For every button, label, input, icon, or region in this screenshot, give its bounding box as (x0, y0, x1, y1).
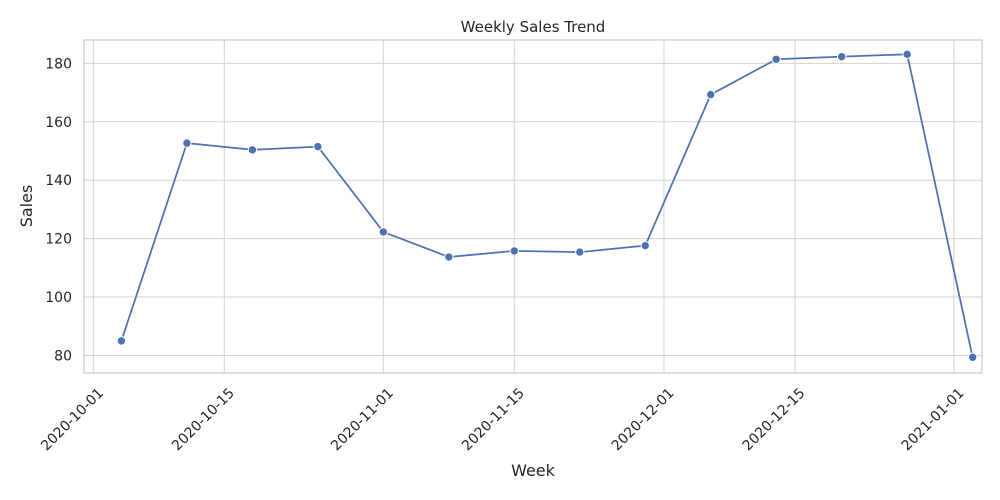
data-point (444, 252, 454, 262)
plot-frame (83, 39, 983, 374)
data-point (706, 89, 716, 100)
y-tick-label: 180 (45, 56, 72, 72)
y-tick-label: 160 (45, 115, 72, 131)
data-point (575, 247, 585, 257)
sales-series (116, 49, 978, 362)
data-point (116, 336, 127, 346)
data-point (509, 246, 519, 256)
x-tick-label: 2021-01-01 (899, 385, 968, 454)
x-tick-labels: 2020-10-01 2020-10-15 2020-11-01 2020-11-15… (38, 385, 967, 454)
data-point (182, 138, 192, 148)
chart-title: Weekly Sales Trend (461, 18, 606, 36)
x-tick-label: 2020-12-15 (740, 385, 809, 454)
y-tick-label: 120 (45, 232, 72, 248)
x-tick-label: 2020-11-01 (328, 385, 397, 454)
y-tick-label: 140 (45, 173, 72, 189)
data-point (967, 352, 978, 362)
data-point (771, 54, 781, 64)
y-tick-labels: 80 100 120 140 160 180 (45, 56, 72, 364)
x-tick-label: 2020-12-01 (609, 385, 678, 454)
grid (84, 40, 982, 373)
x-tick-label: 2020-11-15 (459, 385, 528, 454)
data-point (378, 227, 389, 237)
sales-line (120, 53, 974, 358)
y-axis-label: Sales (17, 185, 36, 228)
data-point (902, 49, 912, 60)
y-tick-label: 80 (54, 348, 72, 364)
y-tick-label: 100 (45, 290, 72, 306)
x-tick-label: 2020-10-15 (169, 385, 238, 454)
data-point (836, 51, 847, 62)
x-tick-label: 2020-10-01 (38, 385, 107, 454)
x-axis-label: Week (511, 461, 556, 480)
data-point (313, 141, 323, 152)
data-point (247, 145, 258, 155)
data-point (640, 240, 650, 251)
